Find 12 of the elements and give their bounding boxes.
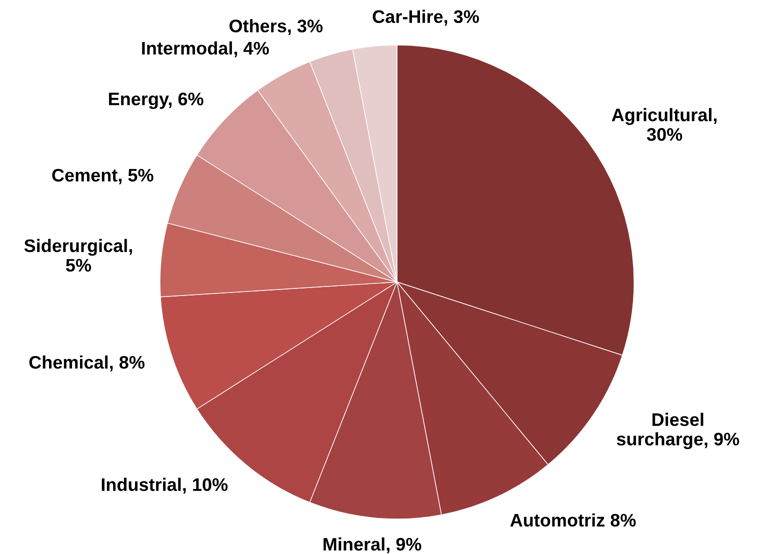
slice-label: Industrial, 10% <box>102 478 228 494</box>
slice-label: Cement, 5% <box>52 168 154 184</box>
slice-label: Diesel surcharge, 9% <box>616 412 740 450</box>
slice-label: Automotriz 8% <box>510 513 636 527</box>
slice-label: Others, 3% <box>229 19 323 35</box>
slice-label: Agricultural, 30% <box>612 108 717 141</box>
slice-label: Energy, 6% <box>109 92 204 110</box>
slice-label: Chemical, 8% <box>29 355 144 372</box>
slice-label: Siderurgical, 5% <box>24 238 132 272</box>
slice-label: Intermodal, 4% <box>142 41 269 58</box>
slice-label: Car-Hire, 3% <box>372 10 479 26</box>
slice-label: Mineral, 9% <box>324 537 422 554</box>
